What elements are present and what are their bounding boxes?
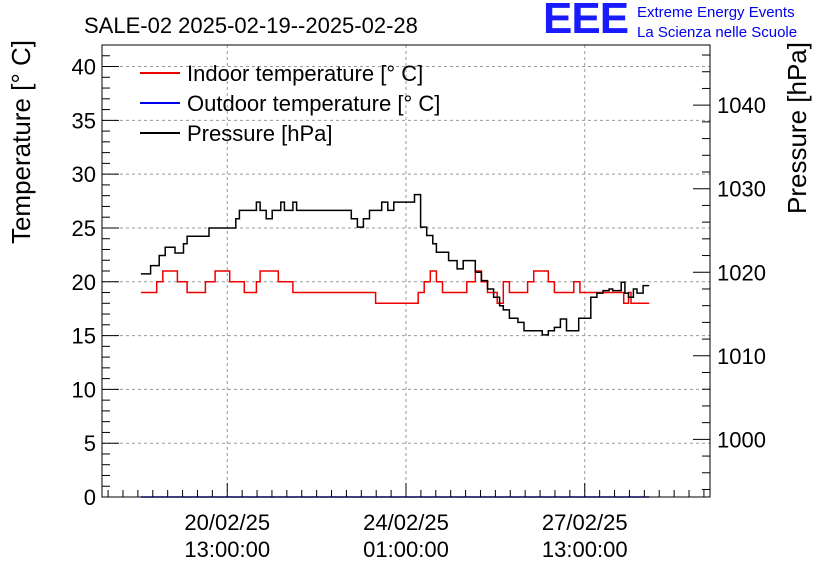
chart-title: SALE-02 2025-02-19--2025-02-28 bbox=[84, 13, 418, 38]
y-tick-label: 25 bbox=[72, 216, 96, 241]
x-tick-date: 27/02/25 bbox=[542, 510, 628, 535]
eee-logo: EEE Extreme Energy Events La Scienza nel… bbox=[543, 0, 833, 44]
y2-axis-label: Pressure [hPa] bbox=[782, 42, 812, 214]
grid bbox=[102, 45, 710, 497]
logo-line-2: La Scienza nelle Scuole bbox=[637, 24, 798, 41]
y-tick-label: 10 bbox=[72, 377, 96, 402]
y-tick-label: 5 bbox=[84, 431, 96, 456]
x-tick-time: 13:00:00 bbox=[542, 537, 628, 562]
y-tick-label: 20 bbox=[72, 270, 96, 295]
logo-mark: EEE bbox=[543, 0, 629, 43]
y2-tick-label: 1000 bbox=[717, 427, 766, 452]
x-axis: 20/02/2513:00:0024/02/2501:00:0027/02/25… bbox=[107, 483, 705, 562]
y-axis-right: 1000 1010 1020 1030 1040 bbox=[693, 54, 766, 490]
y-tick-label: 15 bbox=[72, 324, 96, 349]
x-tick-time: 13:00:00 bbox=[184, 537, 270, 562]
y2-tick-label: 1040 bbox=[717, 93, 766, 118]
y2-tick-label: 1020 bbox=[717, 260, 766, 285]
y-tick-label: 35 bbox=[72, 108, 96, 133]
y2-tick-label: 1030 bbox=[717, 177, 766, 202]
series-line-0 bbox=[140, 270, 650, 305]
legend-label: Pressure [hPa] bbox=[187, 121, 333, 146]
logo-line-1: Extreme Energy Events bbox=[637, 4, 795, 21]
x-tick-date: 20/02/25 bbox=[184, 510, 270, 535]
legend-label: Outdoor temperature [° C] bbox=[187, 91, 440, 116]
x-tick-time: 01:00:00 bbox=[363, 537, 449, 562]
y2-tick-label: 1010 bbox=[717, 344, 766, 369]
legend: Indoor temperature [° C] Outdoor temperat… bbox=[140, 61, 440, 146]
series-line-2 bbox=[140, 193, 650, 336]
x-tick-date: 24/02/25 bbox=[363, 510, 449, 535]
y-axis-label: Temperature [° C] bbox=[6, 40, 36, 244]
legend-label: Indoor temperature [° C] bbox=[187, 61, 423, 86]
y-axis-left: 0 5 10 15 20 25 30 35 40 bbox=[72, 44, 119, 510]
y-tick-label: 0 bbox=[84, 485, 96, 510]
y-tick-label: 30 bbox=[72, 162, 96, 187]
y-tick-label: 40 bbox=[72, 55, 96, 80]
